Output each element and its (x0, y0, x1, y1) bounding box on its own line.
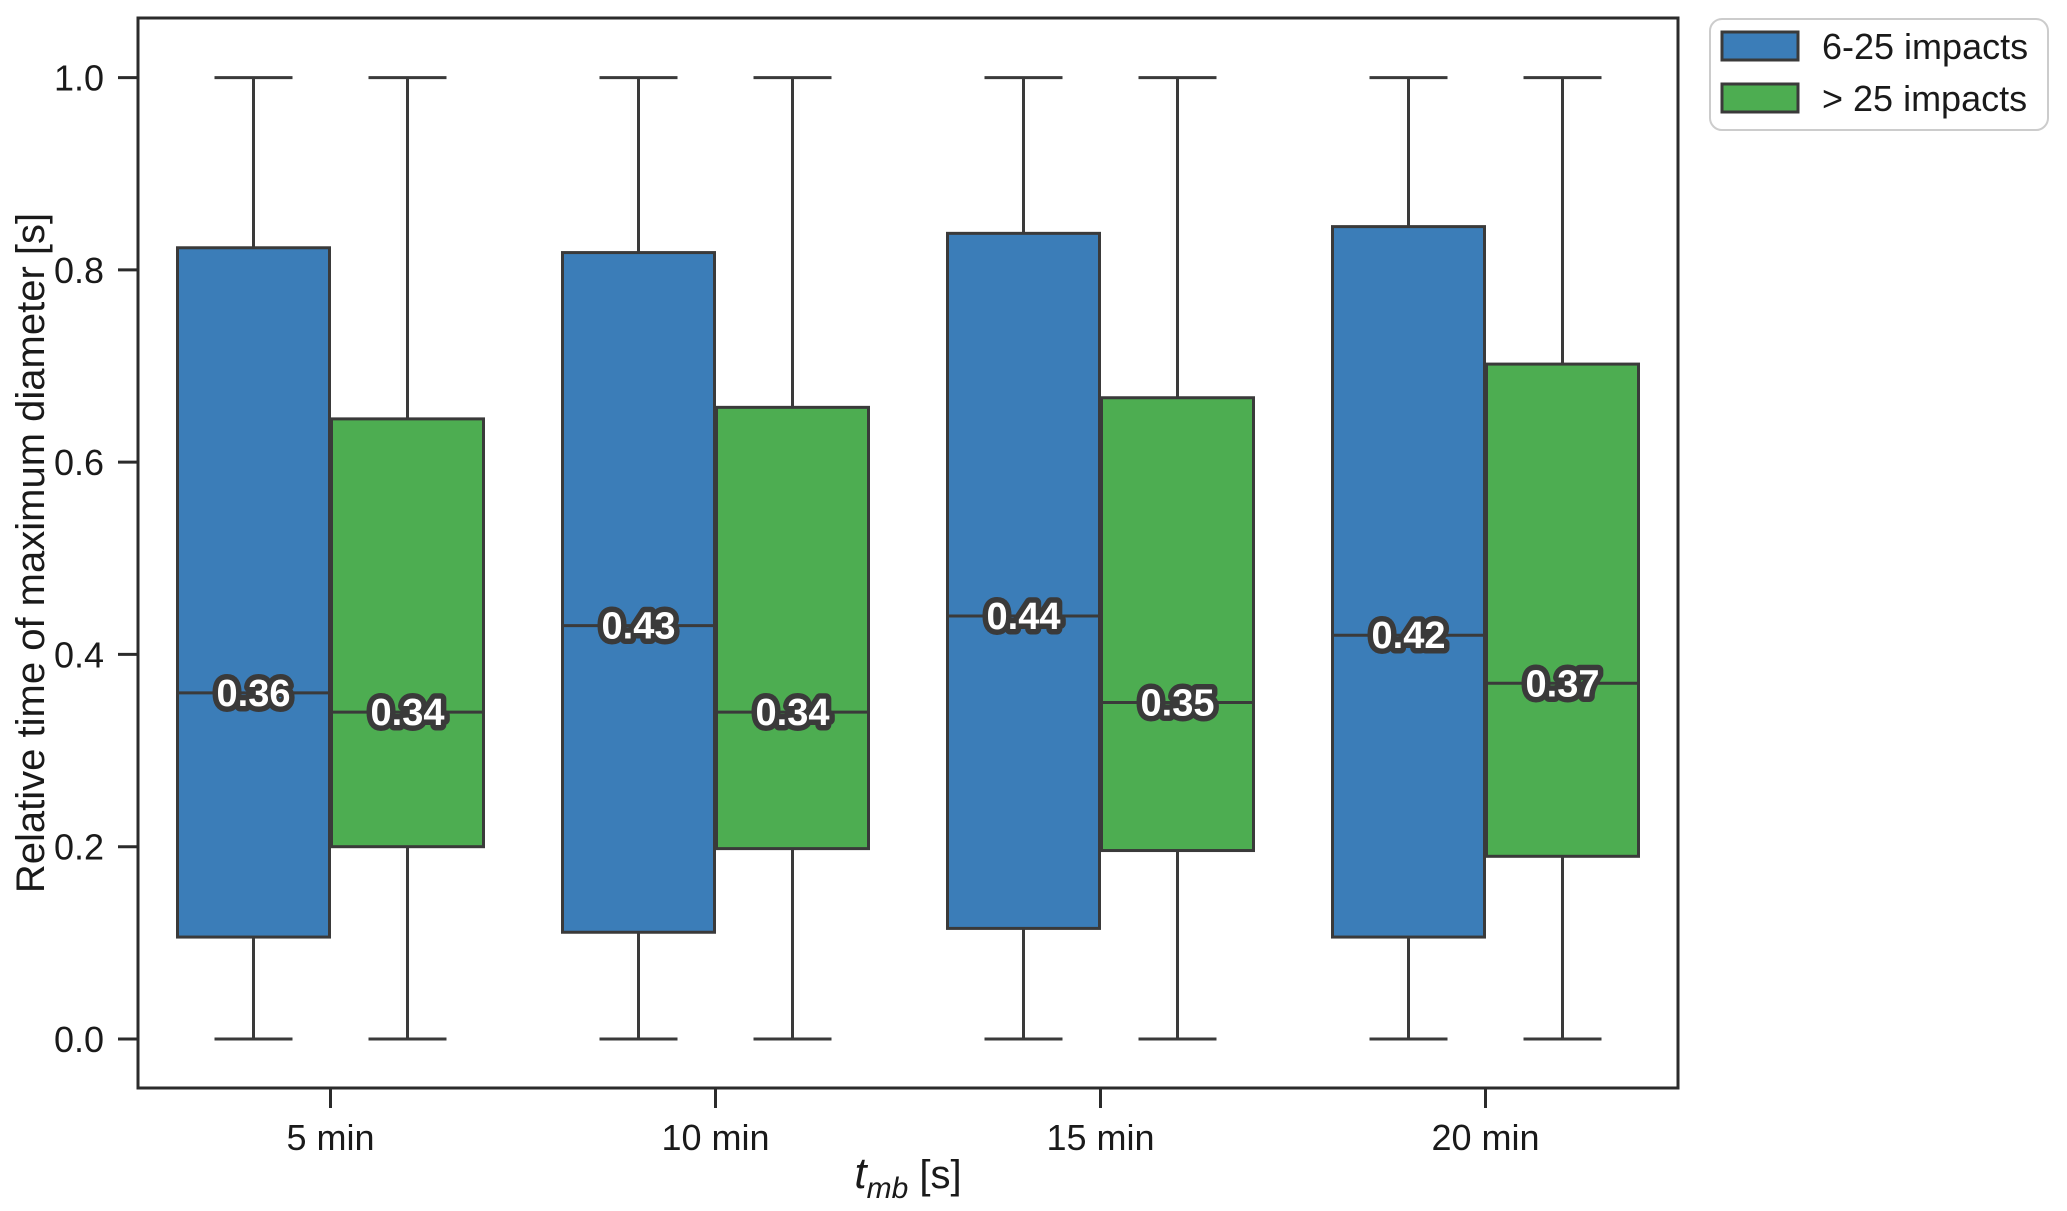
median-value-label: 0.35 (1141, 682, 1215, 724)
box-group-625impacts-3: 0.44 (946, 76, 1101, 1041)
median-value-label: 0.36 (217, 673, 291, 715)
iqr-box (715, 405, 870, 851)
box-group-25impacts-3: 0.35 (1100, 76, 1255, 1041)
box-group-25impacts-4: 0.37 (1485, 76, 1640, 1041)
y-tick-label: 0.0 (54, 1019, 104, 1060)
iqr-box (1485, 362, 1640, 858)
y-tick-label: 1.0 (54, 58, 104, 99)
median-value-label: 0.34 (756, 692, 830, 734)
median-value-label: 0.44 (987, 596, 1061, 638)
plot-border (136, 16, 1680, 1090)
median-value-label: 0.42 (1372, 615, 1446, 657)
x-tick-label: 20 min (1431, 1117, 1539, 1158)
iqr-box (1331, 225, 1486, 939)
y-tick-label: 0.2 (54, 827, 104, 868)
box-group-25impacts-1: 0.34 (330, 76, 485, 1041)
legend: 6-25 impacts > 25 impacts (1709, 18, 2049, 131)
iqr-box (561, 251, 716, 934)
x-axis-label: tmb [s] (854, 1149, 961, 1205)
x-tick-label: 15 min (1046, 1117, 1154, 1158)
iqr-box (330, 417, 485, 849)
y-tick-label: 0.4 (54, 634, 104, 675)
legend-swatch (1720, 82, 1800, 114)
x-tick-label: 10 min (661, 1117, 769, 1158)
y-axis-label: Relative time of maximum diameter [s] (9, 213, 53, 893)
legend-entry-label: > 25 impacts (1822, 78, 2027, 119)
median-value-label: 0.37 (1526, 663, 1600, 705)
legend-entry-label: 6-25 impacts (1822, 26, 2028, 67)
box-group-625impacts-1: 0.36 (176, 76, 331, 1041)
box-group-25impacts-2: 0.34 (715, 76, 870, 1041)
iqr-box (1100, 396, 1255, 853)
legend-swatch (1720, 30, 1800, 62)
box-group-625impacts-4: 0.42 (1331, 76, 1486, 1041)
median-value-label: 0.34 (371, 692, 445, 734)
y-tick-label: 0.6 (54, 442, 104, 483)
x-tick-label: 5 min (286, 1117, 374, 1158)
box-group-625impacts-2: 0.43 (561, 76, 716, 1041)
iqr-box (176, 246, 331, 939)
iqr-box (946, 231, 1101, 930)
median-value-label: 0.43 (602, 606, 676, 648)
y-tick-label: 0.8 (54, 250, 104, 291)
